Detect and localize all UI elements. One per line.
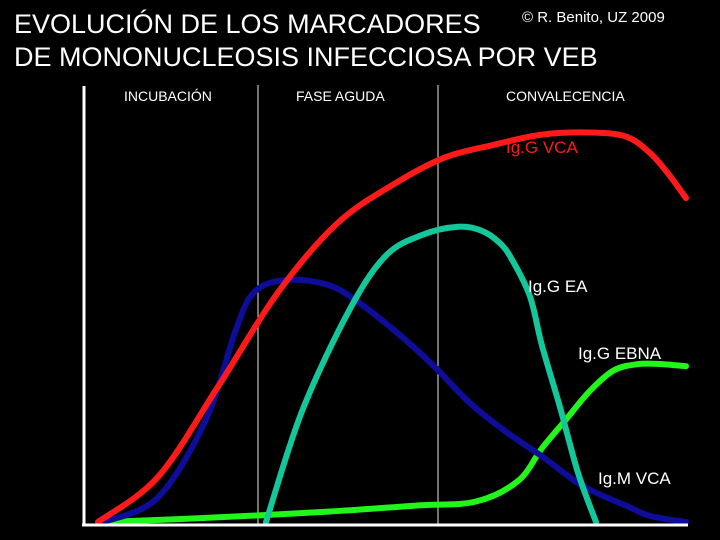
chart-title-line-1: EVOLUCIÓN DE LOS MARCADORES (14, 9, 481, 39)
series-labels: Ig.G VCA Ig.G EA Ig.G EBNA Ig.M VCA (506, 138, 671, 488)
series-line-ig-m-vca (101, 276, 689, 525)
series-label-ig-g-ea: Ig.G EA (528, 277, 588, 296)
series-line-ig-g-vca (95, 129, 689, 525)
phase-label-convalecencia: CONVALECENCIA (506, 88, 625, 104)
series-layer (95, 129, 689, 525)
chart-title: EVOLUCIÓN DE LOS MARCADORES DE MONONUCLE… (14, 8, 598, 74)
copyright-credit: © R. Benito, UZ 2009 (522, 9, 665, 26)
series-label-ig-g-ebna: Ig.G EBNA (578, 344, 662, 363)
series-label-ig-m-vca: Ig.M VCA (598, 469, 671, 488)
phase-label-incubacion: INCUBACIÓN (124, 88, 212, 104)
series-line-ig-g-ebna (101, 360, 689, 525)
phase-label-fase-aguda: FASE AGUDA (296, 88, 385, 104)
series-line-ig-g-ea (263, 223, 599, 525)
chart-title-line-2: DE MONONUCLEOSIS INFECCIOSA POR VEB (14, 42, 598, 72)
series-label-ig-g-vca: Ig.G VCA (506, 138, 578, 157)
